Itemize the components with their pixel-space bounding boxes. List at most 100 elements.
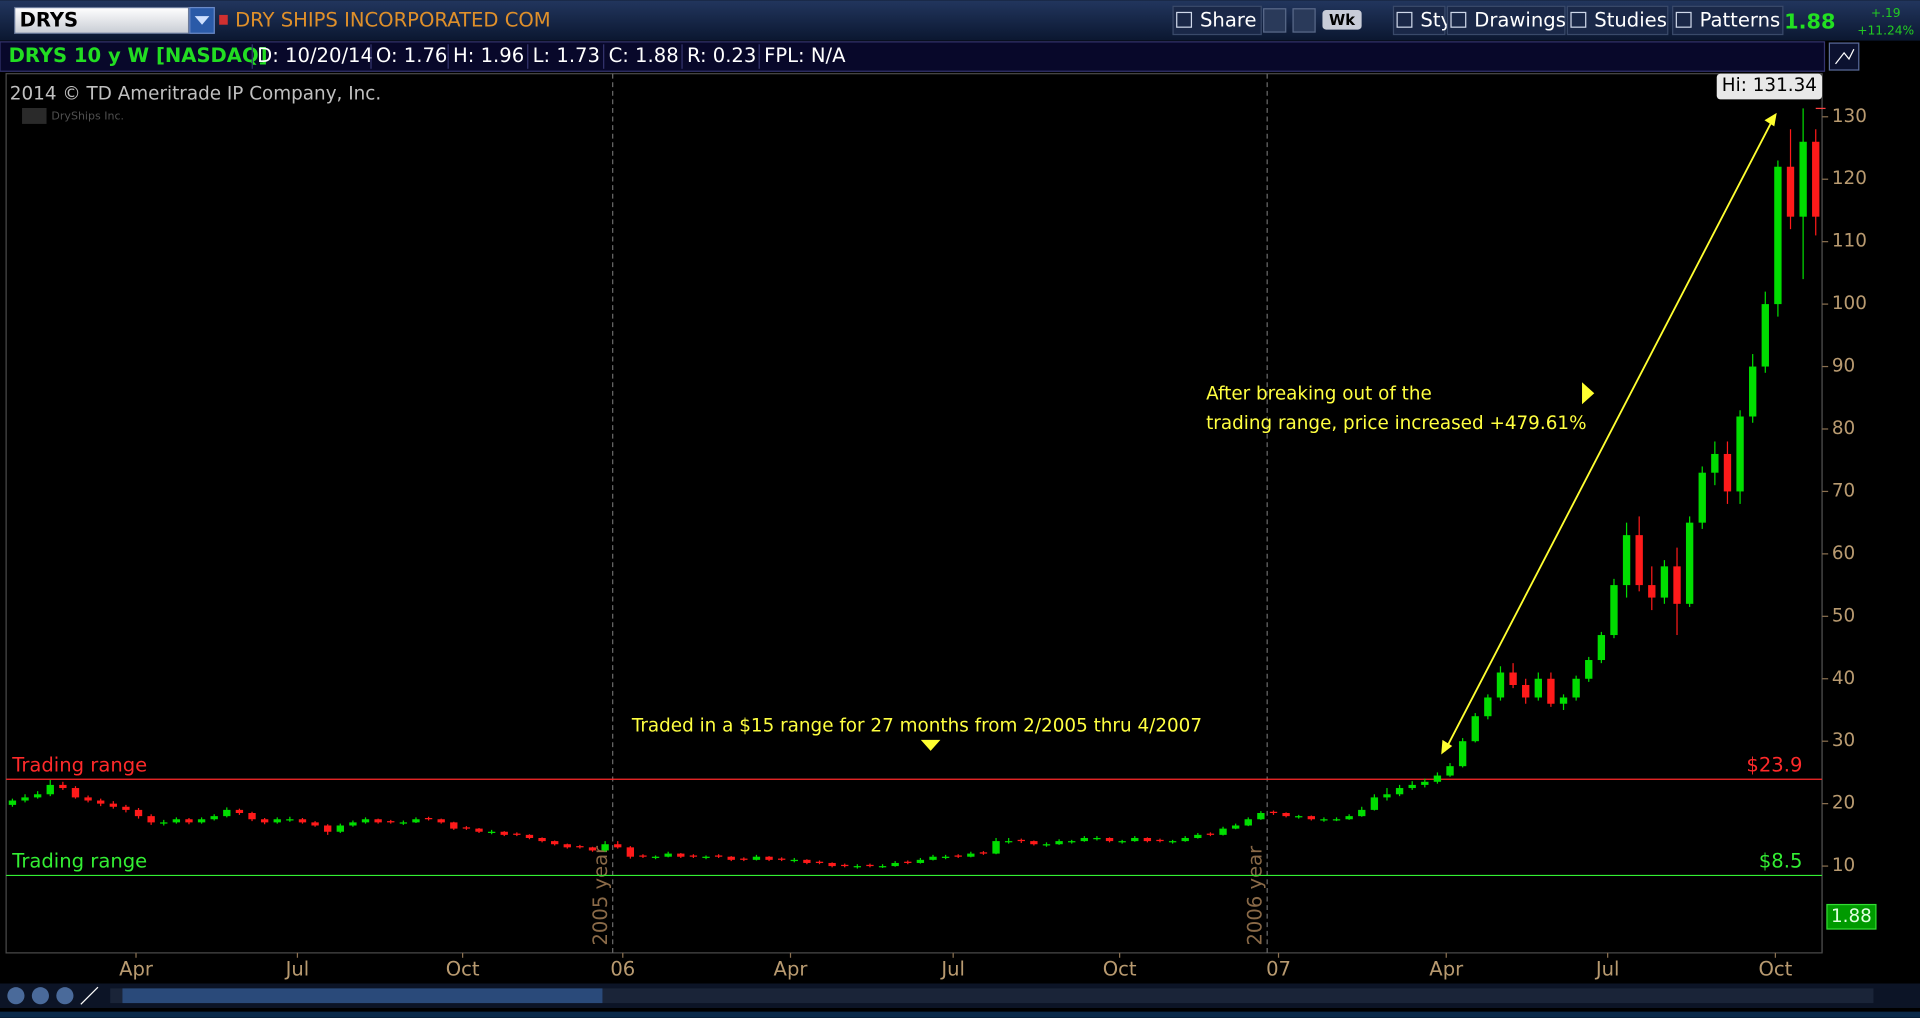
candle-body [954,855,962,857]
candle-body [374,819,382,823]
toolbar-button[interactable] [1172,5,1262,36]
button-icon [1570,11,1587,28]
candle-body [122,806,130,810]
candle-body [1446,766,1454,776]
y-tick-label: 110 [1832,231,1867,252]
settings-icon[interactable] [1292,8,1316,33]
x-tick-label: Jul [939,958,965,981]
candle-body [1383,794,1391,798]
candle-body [399,822,408,824]
candle-body [437,819,445,823]
company-name: DRY SHIPS INCORPORATED COM [235,9,551,32]
scrollbar-thumb[interactable] [122,988,603,1004]
y-tick-label: 50 [1832,605,1855,626]
candle-body [702,856,710,858]
toolbar-button[interactable] [1392,5,1446,36]
candle-body [1812,141,1820,217]
candle-body [197,819,206,823]
candle-body [46,784,54,795]
tool-icon[interactable] [1263,8,1287,33]
candle-body [1635,535,1643,586]
candle-body [260,819,269,823]
candle-body [1711,453,1719,473]
chart-title: DRYS 10 y W [NASDAQ] [9,44,268,67]
candle-body [941,856,950,858]
aggregation-box[interactable] [1322,10,1362,30]
candle-body [1685,522,1694,604]
candle-body [727,856,735,860]
info-field: R: 0.23 [687,44,756,67]
candle-body [765,856,773,860]
candle-body [21,797,29,801]
candle-body [1395,788,1404,795]
candle-body [1774,166,1782,305]
candle-body [538,837,546,842]
candle-body [601,844,609,851]
candle-body [803,859,811,863]
candle-body [1194,834,1202,838]
toolbar-button-label: Drawings [1474,9,1566,32]
status-strip [0,1011,1920,1018]
change: +.19 [1871,6,1901,20]
candle-body [1484,697,1492,717]
zoom-out-button[interactable] [56,987,74,1005]
candle-body [1105,837,1114,842]
candle-body [1168,841,1177,843]
trend-arrow [1444,118,1774,752]
toolbar-button-label: Patterns [1700,9,1781,32]
y-tick-label: 120 [1832,168,1867,189]
button-icon [1176,11,1193,28]
candle-body [1093,837,1101,840]
candle-body [1610,585,1618,636]
candle-body [1597,635,1606,661]
annotation-marker [920,739,941,751]
button-icon [1675,11,1692,28]
zoom-in-button[interactable] [31,987,49,1005]
candle-body [1471,716,1479,742]
candle-body [1181,837,1189,842]
y-tick-label: 80 [1832,418,1855,439]
drawing-button[interactable] [80,986,99,1005]
y-tick-label: 90 [1832,356,1855,377]
candle-body [1433,775,1442,782]
y-tick-label: 40 [1832,668,1855,689]
chart-mode-button[interactable] [1828,42,1860,71]
candle-body [210,816,218,820]
candle-body [1421,781,1429,785]
info-field: C: 1.88 [609,44,679,67]
change-percent: +11.24% [1857,23,1914,37]
candle-body [1332,819,1341,821]
candle-body [8,800,17,805]
candle-body [475,828,483,832]
candle-body [777,858,786,860]
candle-body [967,853,975,857]
candle-body [639,855,647,857]
candle-body [1698,472,1706,523]
candle-body [1307,816,1315,820]
candle-body [311,822,319,826]
toolbar-button[interactable] [1446,5,1566,36]
candle-body [1257,813,1265,820]
candle-body [1749,366,1757,417]
y-tick-label: 20 [1832,793,1855,814]
y-tick-label: 30 [1832,730,1855,751]
chart-mode-icon [1835,48,1855,65]
pan-button[interactable] [7,987,25,1005]
x-tick-label: Oct [446,958,480,981]
candle-body [1156,839,1164,842]
candle-body [248,813,256,820]
candle-body [1660,566,1669,598]
candle-body [361,819,370,823]
year-label: 2005 year [589,845,612,946]
x-tick-label: Oct [1758,958,1792,981]
candle-body [1522,685,1530,698]
candle-body [336,825,344,832]
candle-body [551,841,559,845]
candle-body [134,809,143,817]
toolbar-button[interactable] [1566,5,1669,36]
candle-body [752,856,761,860]
symbol-input[interactable] [14,6,190,34]
candle-body [71,788,80,798]
high-label: Hi: 131.34 [1722,75,1817,96]
candle-body [1648,585,1656,598]
